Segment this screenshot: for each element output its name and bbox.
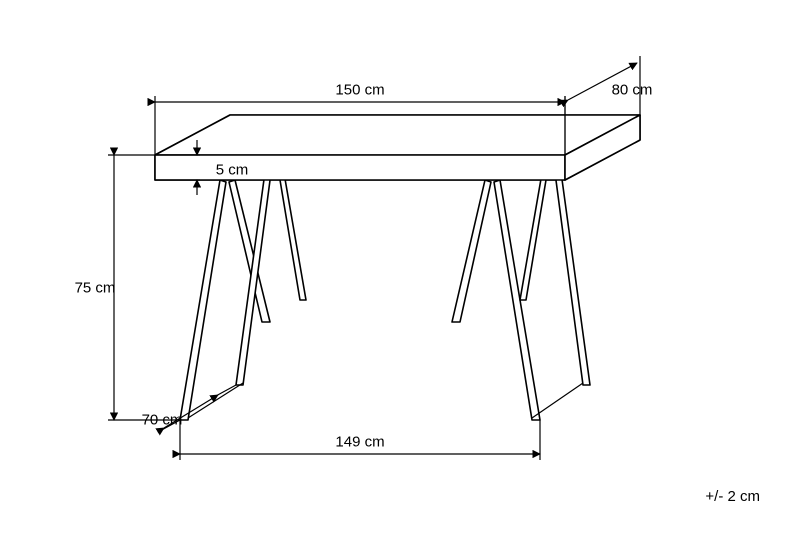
technical-drawing: 150 cm 80 cm 5 cm 75 cm 70 cm 149 cm +/-… — [0, 0, 800, 533]
dim-top-thick: 5 cm — [216, 162, 249, 179]
dim-top-width: 150 cm — [335, 82, 384, 99]
dim-floor-width: 149 cm — [335, 434, 384, 451]
drawing-svg — [0, 0, 800, 533]
dim-height: 75 cm — [75, 280, 116, 297]
tolerance-note: +/- 2 cm — [705, 488, 760, 505]
dim-top-depth: 80 cm — [612, 82, 653, 99]
table-legs — [180, 150, 590, 420]
dim-floor-depth: 70 cm — [142, 412, 183, 429]
